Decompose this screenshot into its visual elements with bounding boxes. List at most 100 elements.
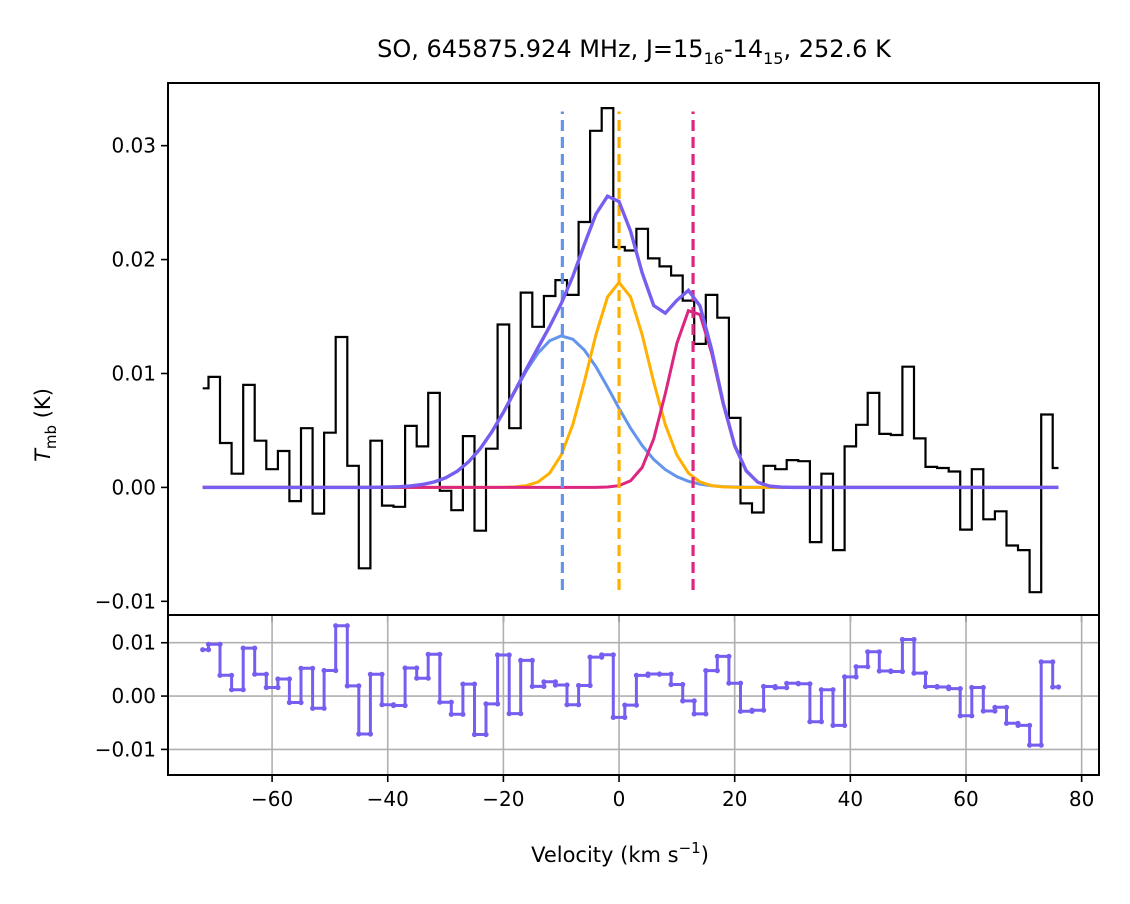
spectrum-y-tick-label: 0.03 (111, 134, 156, 158)
residual-marker (240, 687, 246, 693)
residual-marker (344, 683, 350, 689)
residual-marker (633, 672, 640, 679)
residual-marker (495, 701, 501, 707)
residual-marker (911, 670, 917, 676)
residual-marker (200, 647, 206, 653)
spectrum-y-tick-label: −0.01 (95, 589, 156, 613)
spectrum-y-tick-label: 0.02 (111, 248, 156, 272)
residual-marker (483, 701, 489, 707)
residual-marker (367, 671, 373, 677)
residual-marker (333, 623, 339, 629)
residual-marker (957, 686, 963, 692)
residual-marker (818, 719, 825, 725)
residual-marker (402, 702, 408, 709)
residual-marker (425, 651, 431, 657)
residual-marker (506, 652, 512, 658)
gaussian-component-1-line (202, 334, 1059, 489)
residual-marker (680, 681, 686, 688)
y-label-sub: mb (42, 425, 60, 449)
residual-marker (229, 687, 235, 693)
residual-marker (911, 636, 917, 643)
x-tick-label: 60 (953, 787, 978, 811)
residual-marker (946, 686, 952, 692)
residual-marker (853, 674, 859, 680)
residual-marker (1027, 742, 1033, 748)
residual-marker (344, 623, 350, 629)
residual-marker (217, 672, 223, 678)
y-label-unit: (K) (31, 388, 55, 425)
x-tick-label: 80 (1069, 787, 1094, 811)
residual-marker (263, 671, 269, 677)
residual-marker (425, 675, 431, 681)
residual-marker (957, 713, 963, 719)
residual-marker (541, 679, 547, 685)
residual-marker (518, 711, 524, 717)
residual-marker (379, 671, 385, 677)
residual-marker (240, 645, 246, 651)
residual-marker (853, 664, 859, 670)
residual-marker (842, 722, 848, 729)
residual-marker (726, 653, 732, 660)
residual-marker (460, 711, 466, 717)
residual-marker (807, 681, 813, 687)
residual-marker (992, 708, 998, 714)
residual-marker (610, 652, 616, 658)
residual-marker (922, 670, 929, 676)
residual-marker (483, 731, 489, 738)
residual-marker (379, 702, 385, 708)
residual-marker (980, 708, 986, 714)
residual-marker (471, 681, 478, 687)
residual-marker (865, 649, 871, 655)
residual-marker (830, 687, 836, 693)
residual-marker (1027, 722, 1033, 729)
residual-marker (495, 652, 501, 658)
title-suffix: , 252.6 K (783, 35, 892, 63)
x-tick-label: 0 (613, 787, 626, 811)
residual-marker (703, 711, 709, 717)
residual-marker (691, 698, 697, 704)
gaussian-component-2-line (202, 279, 1059, 489)
residual-marker (564, 682, 570, 688)
residual-marker (1050, 659, 1056, 665)
residual-marker (587, 654, 593, 660)
residual-marker (1038, 742, 1044, 748)
residual-marker (934, 684, 940, 690)
residual-marker (784, 680, 790, 686)
residual-marker (275, 676, 281, 682)
residual-marker (807, 719, 813, 725)
residual-marker (448, 711, 454, 717)
residual-y-tick-label: 0.00 (111, 684, 156, 708)
y-axis-label: Tmb (K) (31, 388, 60, 462)
residual-marker (541, 683, 547, 690)
residual-marker (622, 714, 628, 721)
title-sub1: 16 (704, 49, 724, 68)
residual-marker (703, 668, 709, 674)
residual-marker (402, 665, 408, 671)
residual-marker (876, 649, 882, 655)
y-label-main: T (31, 447, 55, 462)
residual-marker (356, 683, 362, 689)
residual-marker (286, 699, 292, 706)
residual-marker (691, 711, 697, 717)
residual-marker (205, 647, 212, 653)
x-tick-label: 40 (838, 787, 863, 811)
residual-marker (321, 667, 327, 674)
residual-marker (356, 731, 362, 737)
residual-marker (899, 636, 906, 643)
x-axis-label: Velocity (km s−1) (531, 839, 709, 867)
residual-marker (1055, 684, 1062, 690)
residual-marker (448, 699, 454, 705)
observed-spectrum-line (202, 107, 1059, 594)
residual-marker (1003, 720, 1010, 726)
title-mid: -14 (724, 35, 763, 63)
residual-marker (992, 704, 998, 710)
residual-marker (714, 668, 720, 674)
residual-marker (437, 651, 443, 657)
title-prefix: SO, 645875.924 MHz, J=15 (377, 35, 703, 63)
residual-marker (772, 685, 778, 691)
residual-marker (645, 671, 651, 677)
spectrum-frame (167, 82, 1100, 616)
spectrum-y-tick-label: 0.00 (111, 475, 156, 499)
residual-marker (1050, 684, 1056, 690)
